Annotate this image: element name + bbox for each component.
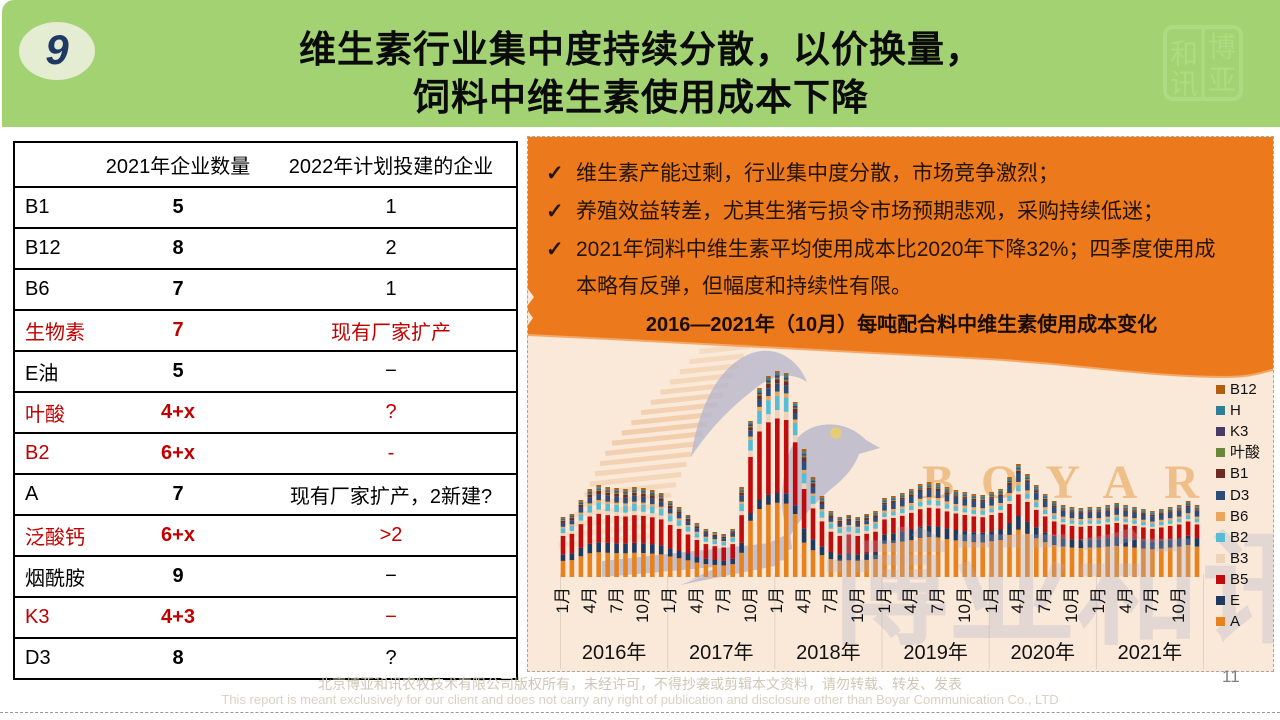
svg-text:讯: 讯 [1170,68,1198,99]
svg-text:亚: 亚 [1208,64,1236,95]
svg-text:和: 和 [1170,38,1198,69]
svg-text:博: 博 [1208,31,1236,62]
